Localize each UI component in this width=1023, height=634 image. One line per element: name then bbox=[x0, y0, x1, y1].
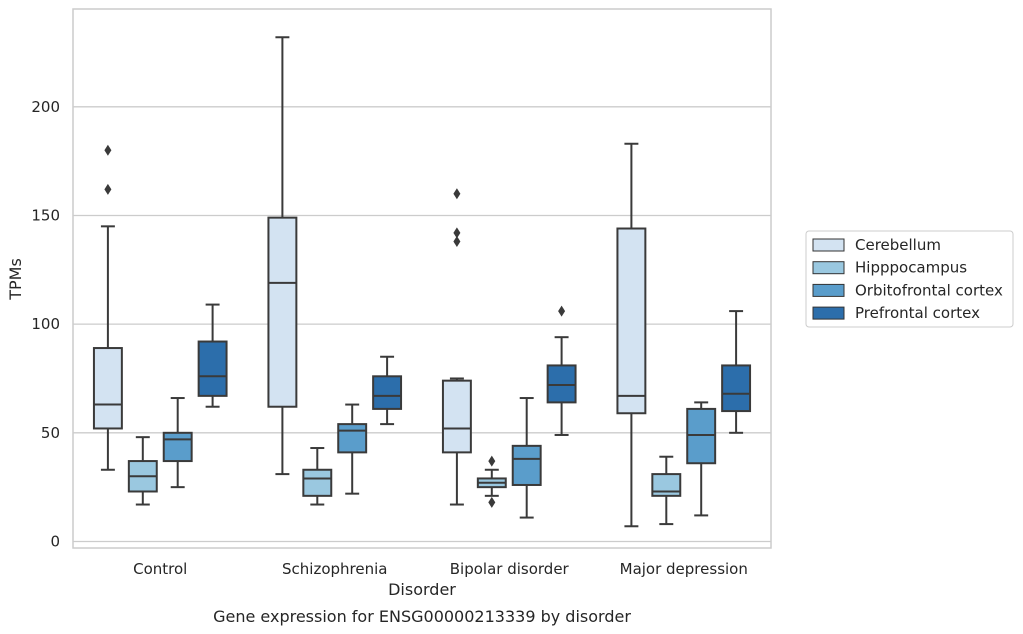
legend-label-1: Hipppocampus bbox=[855, 259, 967, 277]
legend-label-0: Cerebellum bbox=[855, 236, 941, 254]
legend-swatch-3 bbox=[812, 306, 845, 320]
legend-label-2: Orbitofrontal cortex bbox=[855, 281, 1003, 299]
x-axis-title: Disorder bbox=[388, 580, 456, 599]
box-2-3 bbox=[686, 401, 717, 517]
outlier-point-1 bbox=[104, 144, 112, 156]
y-tick-labels: 0 50 100 150 200 bbox=[31, 98, 60, 551]
outlier-point-1 bbox=[453, 227, 461, 239]
box-iqr bbox=[197, 340, 228, 397]
box-iqr bbox=[302, 468, 333, 497]
box-2-0 bbox=[162, 397, 193, 489]
box-iqr bbox=[721, 364, 752, 413]
box-iqr bbox=[686, 407, 717, 465]
outlier-point-2 bbox=[453, 188, 461, 200]
legend-swatch-0 bbox=[812, 238, 845, 252]
box-series bbox=[92, 36, 752, 528]
box-iqr bbox=[92, 347, 123, 430]
x-tick-labels: Control Schizophrenia Bipolar disorder Majo… bbox=[133, 560, 748, 578]
box-iqr bbox=[162, 431, 193, 463]
box-0-2 bbox=[441, 188, 472, 506]
outlier-point-1 bbox=[488, 455, 496, 467]
box-iqr bbox=[337, 423, 368, 454]
box-iqr bbox=[372, 375, 403, 410]
box-1-1 bbox=[302, 447, 333, 506]
y-tick-label-50: 50 bbox=[41, 424, 60, 442]
y-tick-label-100: 100 bbox=[31, 315, 60, 333]
box-1-0 bbox=[127, 436, 158, 506]
box-iqr bbox=[616, 227, 647, 415]
box-3-3 bbox=[721, 310, 752, 434]
box-3-0 bbox=[197, 303, 228, 408]
outlier-point-0 bbox=[453, 236, 461, 248]
y-tick-label-0: 0 bbox=[50, 532, 60, 550]
box-iqr bbox=[546, 364, 577, 404]
outlier-point-0 bbox=[488, 496, 496, 508]
y-tick-label-200: 200 bbox=[31, 98, 60, 116]
box-iqr bbox=[441, 379, 472, 454]
x-tick-label-2: Bipolar disorder bbox=[450, 560, 570, 578]
legend-swatch-2 bbox=[812, 283, 845, 297]
x-tick-label-3: Major depression bbox=[620, 560, 748, 578]
box-2-2 bbox=[511, 397, 542, 519]
y-tick-label-150: 150 bbox=[31, 206, 60, 224]
outlier-point-0 bbox=[104, 183, 112, 195]
chart-caption: Gene expression for ENSG00000213339 by d… bbox=[213, 607, 631, 626]
box-3-2 bbox=[546, 305, 577, 436]
box-2-1 bbox=[337, 403, 368, 495]
box-0-1 bbox=[267, 36, 298, 476]
box-1-2 bbox=[476, 455, 507, 508]
legend-frame bbox=[805, 230, 1014, 328]
box-iqr bbox=[651, 473, 682, 497]
legend: Cerebellum Hipppocampus Orbitofrontal cort… bbox=[805, 230, 1014, 328]
box-1-3 bbox=[651, 455, 682, 526]
box-iqr bbox=[511, 444, 542, 486]
box-0-3 bbox=[616, 142, 647, 528]
box-iqr bbox=[267, 216, 298, 408]
legend-label-3: Prefrontal cortex bbox=[855, 304, 980, 322]
x-tick-label-0: Control bbox=[133, 560, 187, 578]
box-0-0 bbox=[92, 144, 123, 471]
outlier-point-0 bbox=[558, 305, 566, 317]
box-3-1 bbox=[372, 355, 403, 426]
legend-swatch-1 bbox=[812, 261, 845, 275]
y-axis-title: TPMs bbox=[6, 258, 25, 301]
x-tick-label-1: Schizophrenia bbox=[282, 560, 387, 578]
